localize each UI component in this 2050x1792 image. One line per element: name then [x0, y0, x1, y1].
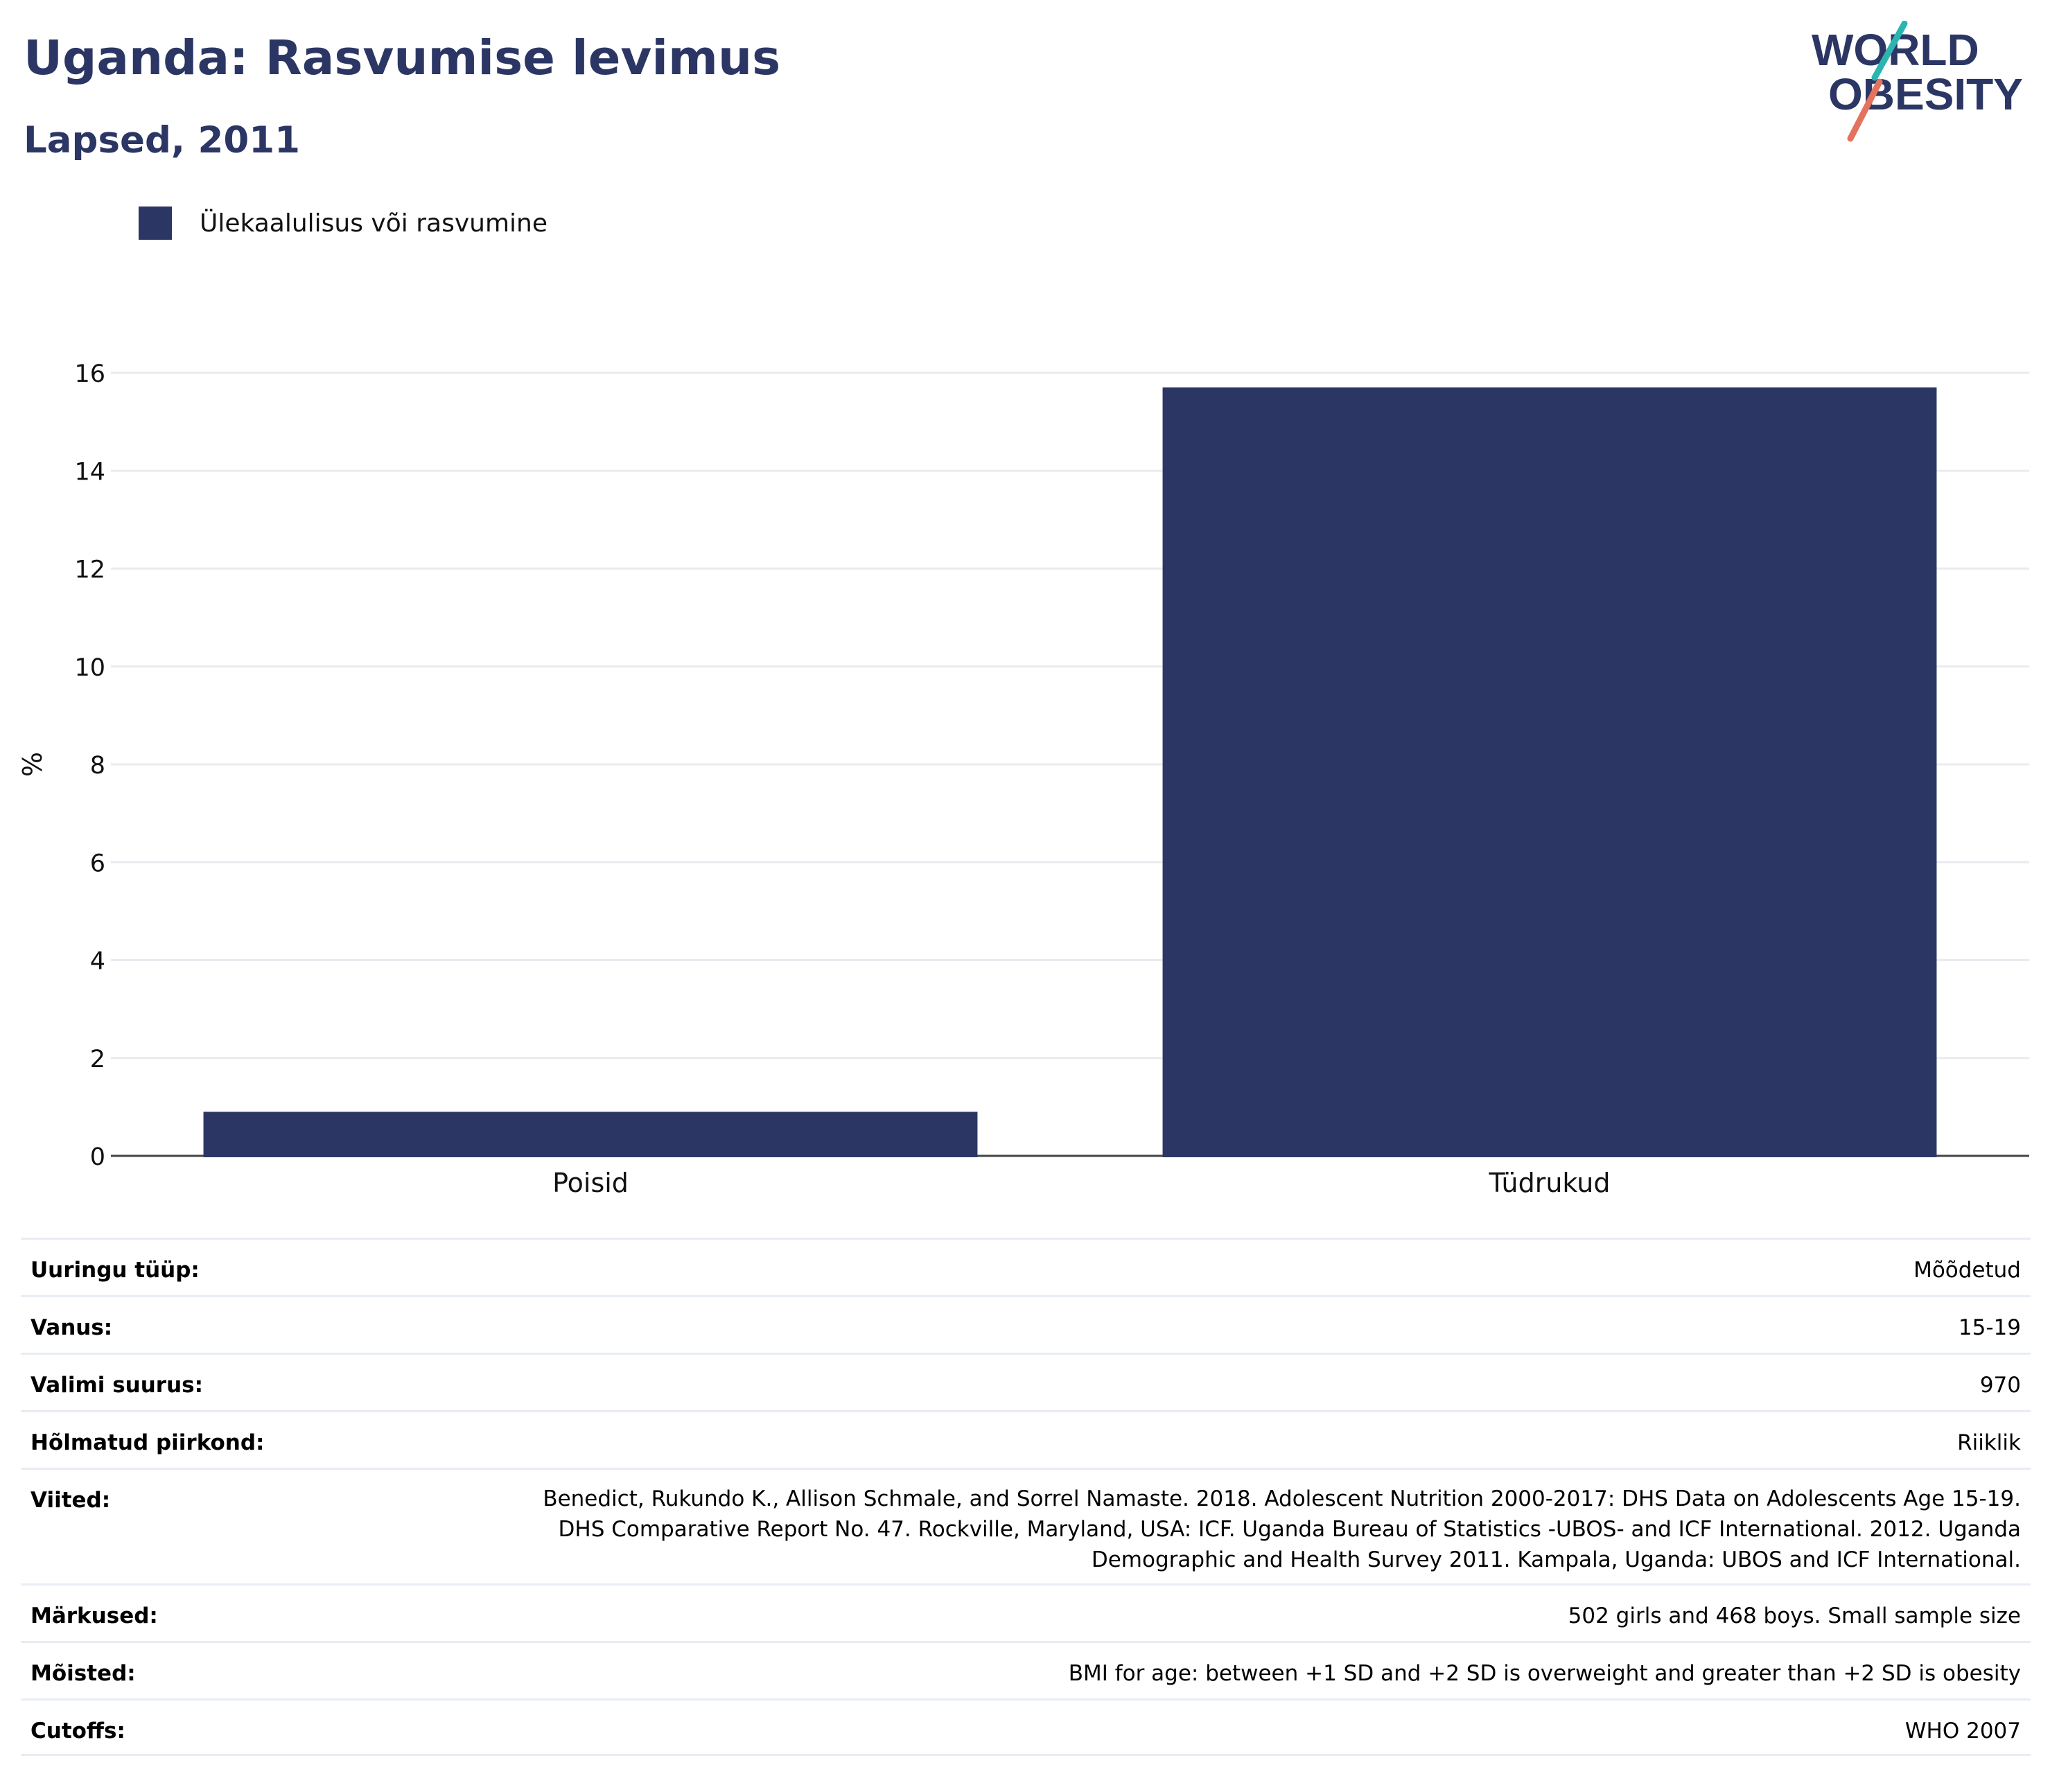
- x-tick-label: Tüdrukud: [1489, 1168, 1611, 1198]
- logo-line1: WORLD: [1812, 25, 1979, 75]
- info-row: Vanus: 15-19: [21, 1295, 2031, 1353]
- info-row-label: Uuringu tüüp:: [30, 1258, 200, 1283]
- info-row: Cutoffs: WHO 2007: [21, 1698, 2031, 1756]
- info-table: Uuringu tüüp: Mõõdetud Vanus: 15-19 Valimi s…: [21, 1238, 2031, 1756]
- y-tick-label: 8: [90, 752, 105, 780]
- info-row-label: Märkused:: [30, 1604, 158, 1628]
- info-row-value: WHO 2007: [1904, 1719, 2021, 1743]
- y-tick-label: 4: [90, 948, 105, 976]
- info-row-value: 15-19: [1958, 1315, 2021, 1340]
- y-tick-label: 12: [74, 556, 105, 584]
- info-row: Uuringu tüüp: Mõõdetud: [21, 1238, 2031, 1295]
- legend-label: Ülekaalulisus või rasvumine: [200, 209, 547, 238]
- x-axis-ticks: Poisid Tüdrukud: [552, 1168, 1610, 1198]
- y-tick-label: 16: [74, 360, 105, 388]
- info-row-label: Viited:: [30, 1488, 111, 1513]
- page-subtitle: Lapsed, 2011: [24, 119, 301, 161]
- bar-tüdrukud: [1162, 387, 1937, 1157]
- logo-line2: OBESITY: [1828, 69, 2023, 119]
- info-row-value: Benedict, Rukundo K., Allison Schmale, a…: [543, 1486, 2021, 1572]
- bar-chart: 0 2 4 6 8 10 12 14 16 Poisid Tüdrukud %: [17, 360, 2029, 1198]
- x-tick-label: Poisid: [552, 1168, 629, 1198]
- legend-swatch: [139, 207, 172, 240]
- info-row: Mõisted: BMI for age: between +1 SD and +…: [21, 1641, 2031, 1698]
- info-row-label: Cutoffs:: [30, 1719, 125, 1743]
- info-row-label: Hõlmatud piirkond:: [30, 1430, 265, 1455]
- world-obesity-logo: WORLD OBESITY: [1812, 21, 2023, 142]
- info-row-value: Riiklik: [1957, 1430, 2021, 1455]
- y-tick-label: 0: [90, 1143, 105, 1171]
- y-axis-label: %: [17, 752, 48, 777]
- info-row: Hõlmatud piirkond: Riiklik: [21, 1410, 2031, 1468]
- info-row-value: BMI for age: between +1 SD and +2 SD is …: [1068, 1661, 2021, 1686]
- bar-poisid: [203, 1112, 978, 1157]
- info-row: Viited: Benedict, Rukundo K., Allison Sch…: [21, 1468, 2031, 1583]
- y-tick-label: 10: [74, 654, 105, 682]
- info-row-value: 502 girls and 468 boys. Small sample siz…: [1568, 1604, 2021, 1628]
- info-row-value: Mõõdetud: [1913, 1258, 2021, 1283]
- bars: [203, 387, 1937, 1157]
- info-row: Valimi suurus: 970: [21, 1353, 2031, 1410]
- page-title: Uganda: Rasvumise levimus: [24, 30, 781, 86]
- y-axis-ticks: 0 2 4 6 8 10 12 14 16: [74, 360, 105, 1171]
- chart-legend: Ülekaalulisus või rasvumine: [139, 207, 547, 240]
- info-row-label: Mõisted:: [30, 1661, 136, 1686]
- info-row-label: Valimi suurus:: [30, 1373, 203, 1398]
- info-row-label: Vanus:: [30, 1315, 113, 1340]
- info-row: Märkused: 502 girls and 468 boys. Small s…: [21, 1583, 2031, 1641]
- y-tick-label: 6: [90, 850, 105, 877]
- y-tick-label: 2: [90, 1046, 105, 1073]
- y-tick-label: 14: [74, 458, 105, 486]
- info-row-value: 970: [1979, 1373, 2021, 1398]
